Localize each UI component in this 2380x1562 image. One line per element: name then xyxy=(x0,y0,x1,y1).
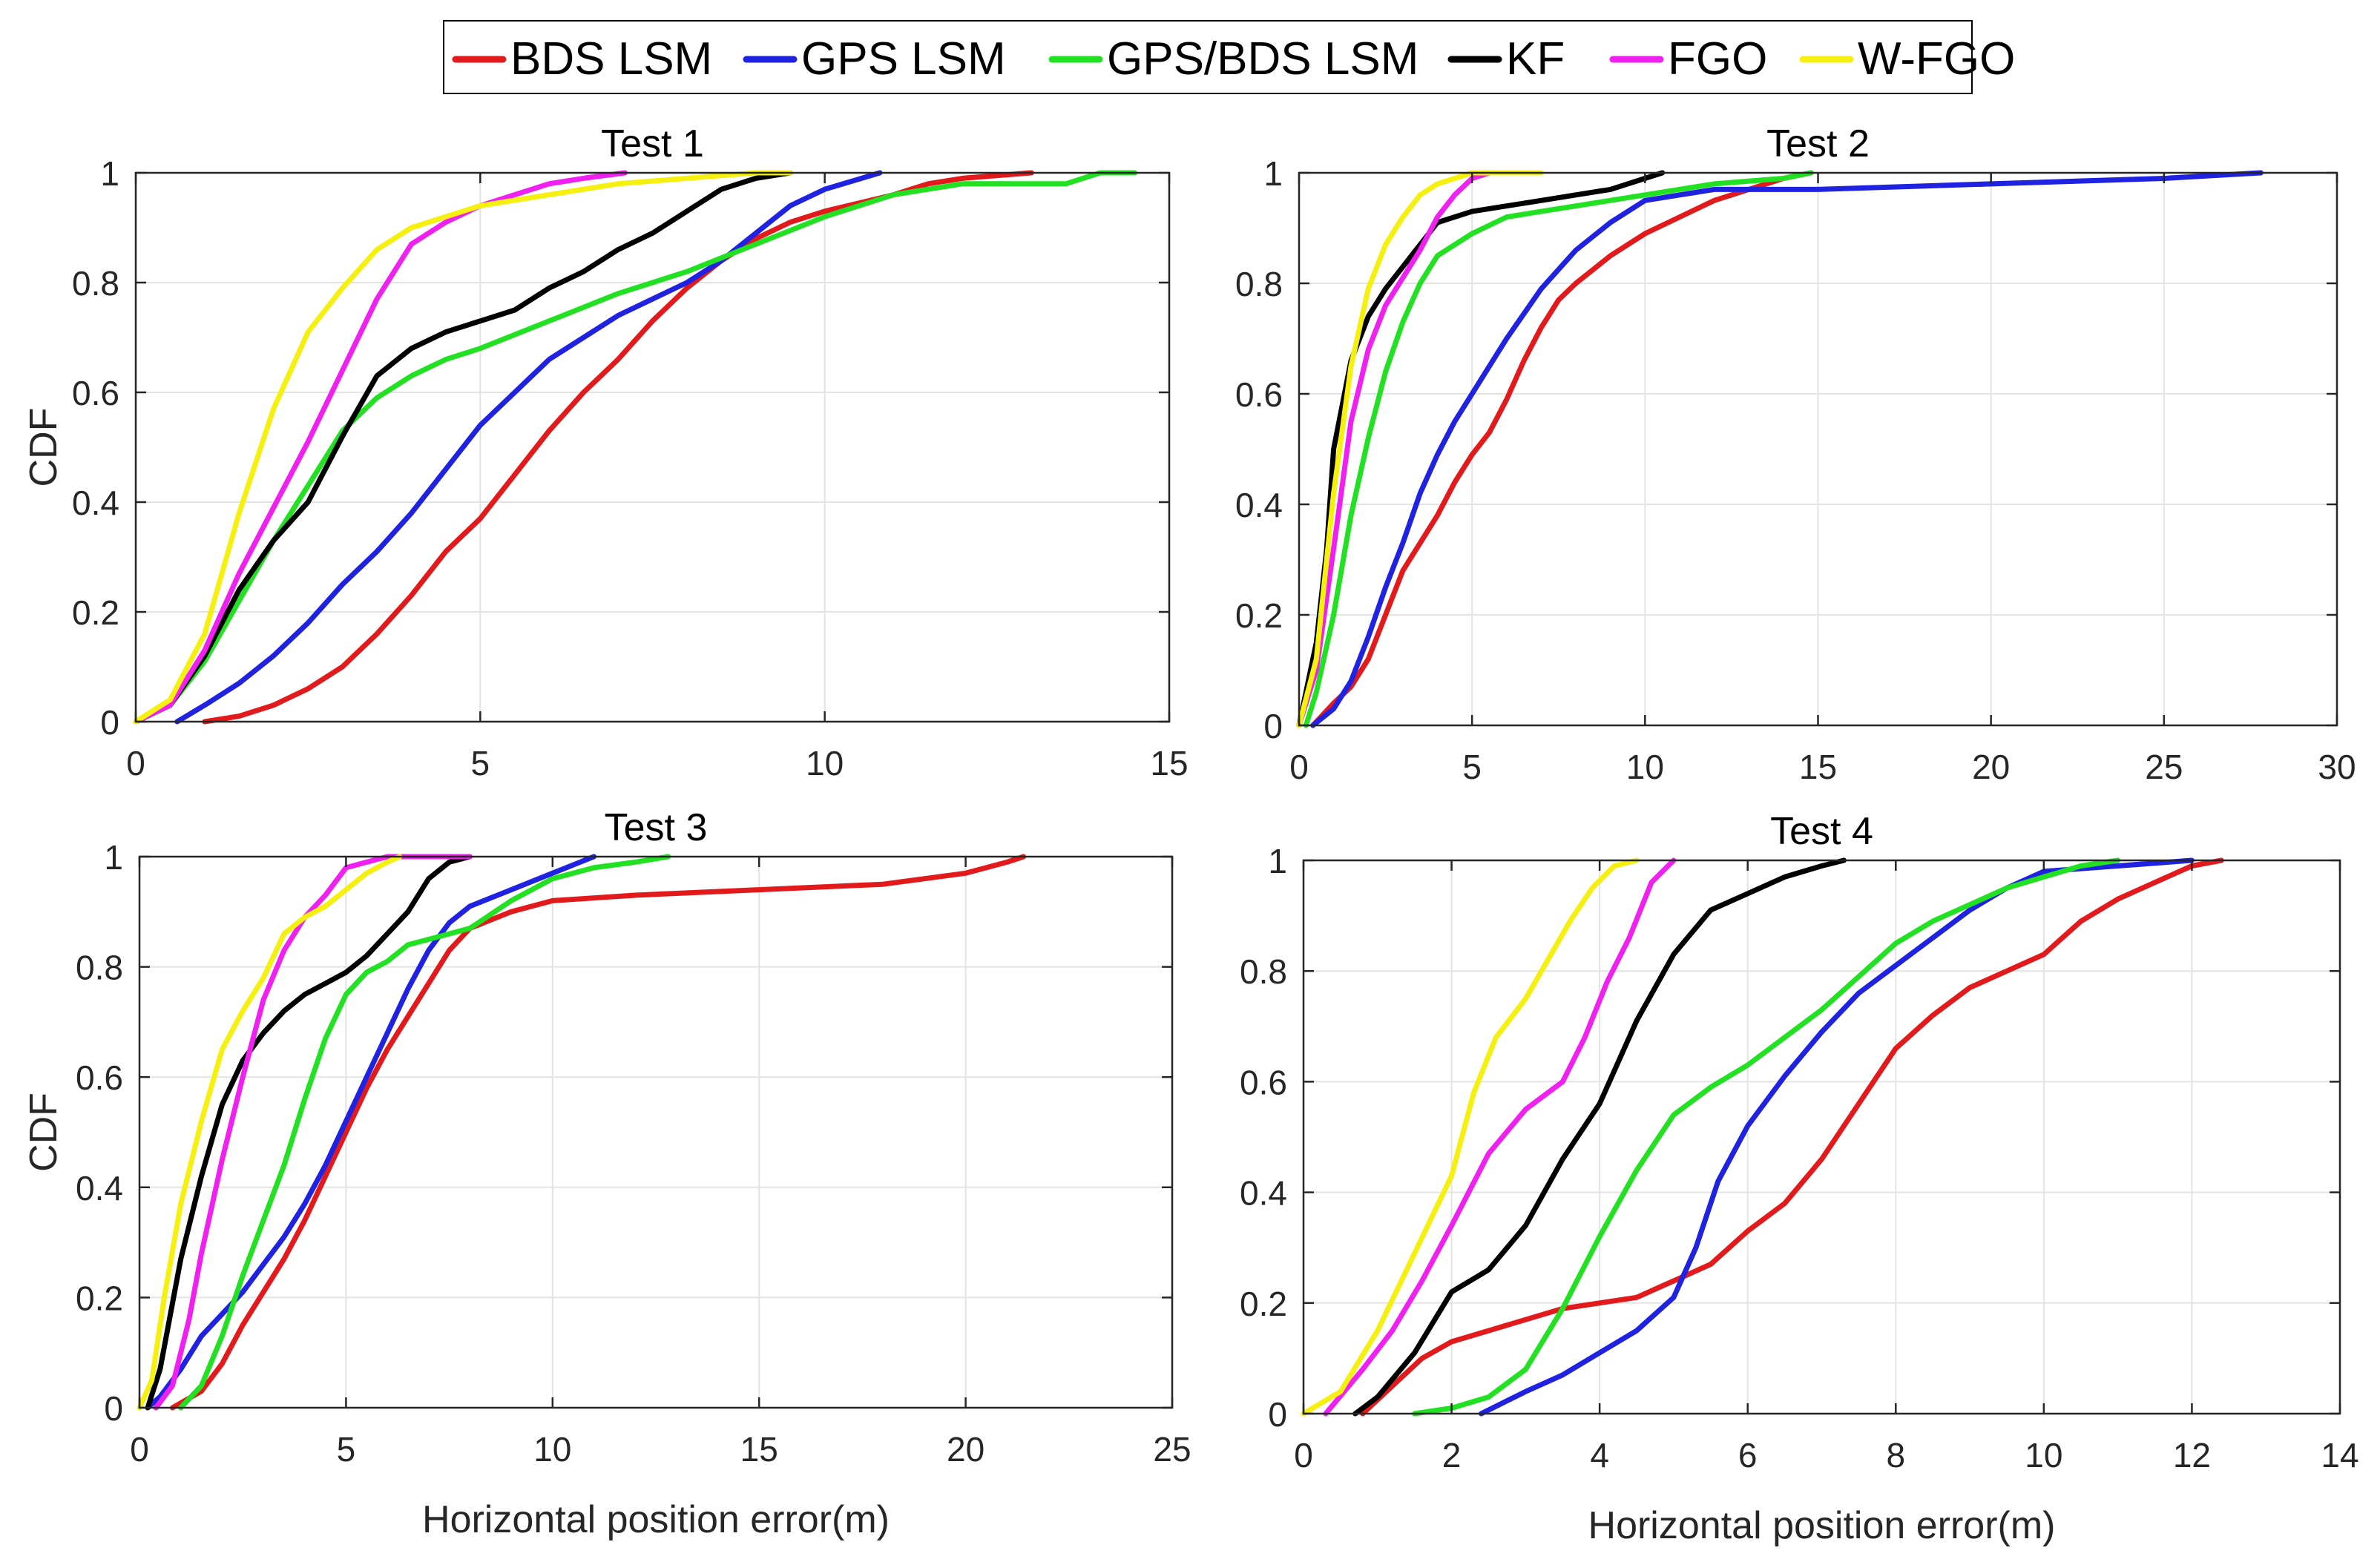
axes-frame xyxy=(134,171,1171,723)
x-tick-label: 10 xyxy=(2025,1436,2062,1474)
subplot-test-2: 0 5 10 15 20 25 30 0 0.2 0.4 0.6 0.8 1 Test 2 xyxy=(1235,122,2356,786)
x-tick-label: 0 xyxy=(126,744,145,782)
series-line-kf xyxy=(133,170,793,725)
y-tick-label: 1 xyxy=(1263,154,1283,193)
x-tick-label: 8 xyxy=(1886,1436,1905,1474)
subplot-test-4: 0 2 4 6 8 10 12 14 0 0.2 0.4 0.6 0.8 1 Test 4 Horizonta… xyxy=(1240,810,2359,1547)
series-line-w-fgo xyxy=(133,170,793,725)
y-tick-label: 0.4 xyxy=(1235,486,1283,524)
axes-frame xyxy=(138,855,1174,1409)
y-tick-label: 0 xyxy=(1263,707,1283,745)
legend-label-2: GPS/BDS LSM xyxy=(1107,33,1419,85)
plot-area xyxy=(1304,860,2340,1414)
series-line-bds-lsm xyxy=(1360,857,2224,1417)
axes-frame xyxy=(1302,859,2341,1415)
series-line-gps-bds-lsm xyxy=(178,854,671,1411)
x-tick-label: 25 xyxy=(1153,1430,1191,1469)
y-tick-label: 0.8 xyxy=(1240,952,1287,991)
y-tick-label: 0.6 xyxy=(1240,1063,1287,1101)
x-tick-label: 12 xyxy=(2173,1436,2211,1474)
series-line-gps-lsm xyxy=(145,854,596,1411)
x-tick-label: 10 xyxy=(806,744,844,782)
series-line-w-fgo xyxy=(1296,170,1544,728)
series-line-fgo xyxy=(1323,857,1677,1417)
x-tick-label: 14 xyxy=(2321,1436,2358,1474)
x-tick-label: 15 xyxy=(1799,748,1837,786)
x-axis-label: Horizontal position error(m) xyxy=(422,1498,890,1541)
x-tick-label: 0 xyxy=(1289,748,1309,786)
x-tick-label: 5 xyxy=(471,744,490,782)
legend-label-1: GPS LSM xyxy=(801,33,1006,85)
y-tick-label: 0.2 xyxy=(1240,1285,1287,1323)
x-tick-label: 30 xyxy=(2318,748,2356,786)
subplot-title: Test 2 xyxy=(1766,122,1870,165)
x-tick-label: 20 xyxy=(1972,748,2010,786)
series-line-gps-bds-lsm xyxy=(133,170,1138,725)
y-tick-label: 0.8 xyxy=(76,949,123,987)
y-tick-label: 0 xyxy=(1268,1395,1287,1434)
y-tick-label: 1 xyxy=(100,154,119,193)
y-axis-label: CDF xyxy=(22,1093,65,1172)
legend-label-3: KF xyxy=(1506,33,1565,85)
series-line-kf xyxy=(145,854,473,1411)
subplot-title: Test 1 xyxy=(601,122,704,165)
x-tick-label: 5 xyxy=(337,1430,356,1469)
y-axis-label: CDF xyxy=(22,408,65,487)
y-tick-label: 0 xyxy=(104,1389,123,1428)
x-tick-label: 15 xyxy=(1150,744,1188,782)
series-line-gps-bds-lsm xyxy=(1412,857,2121,1417)
y-tick-label: 0 xyxy=(100,703,119,742)
plot-area xyxy=(139,857,1172,1408)
subplot-title: Test 4 xyxy=(1770,810,1873,853)
series-line-gps-lsm xyxy=(1310,170,2264,728)
x-tick-label: 10 xyxy=(1626,748,1664,786)
y-tick-label: 0.8 xyxy=(1235,265,1283,303)
x-tick-label: 6 xyxy=(1738,1436,1758,1474)
x-tick-label: 10 xyxy=(533,1430,571,1469)
y-tick-label: 0.2 xyxy=(1235,596,1283,635)
subplot-title: Test 3 xyxy=(605,806,708,849)
y-tick-label: 0.4 xyxy=(72,484,119,522)
y-tick-label: 0.4 xyxy=(76,1169,123,1207)
y-tick-label: 0.2 xyxy=(72,593,119,632)
series-line-bds-lsm xyxy=(1310,170,1814,728)
y-tick-label: 0.4 xyxy=(1240,1174,1287,1213)
x-tick-label: 25 xyxy=(2145,748,2183,786)
y-tick-label: 1 xyxy=(1268,842,1287,880)
series-line-bds-lsm xyxy=(170,854,1027,1411)
series-line-gps-bds-lsm xyxy=(1303,170,1814,728)
x-tick-label: 0 xyxy=(1294,1436,1313,1474)
series-line-bds-lsm xyxy=(202,170,1034,725)
subplot-test-3: 0 5 10 15 20 25 0 0.2 0.4 0.6 0.8 1 Test 3 CDF Horizon… xyxy=(22,806,1191,1541)
series-line-fgo xyxy=(133,170,628,725)
y-tick-label: 0.6 xyxy=(1235,375,1283,414)
legend-box xyxy=(443,20,1973,94)
series-line-w-fgo xyxy=(1301,857,1640,1417)
series-line-w-fgo xyxy=(137,854,403,1411)
x-tick-label: 5 xyxy=(1462,748,1482,786)
y-tick-label: 0.6 xyxy=(76,1058,123,1097)
subplot-test-1: 0 5 10 15 0 0.2 0.4 0.6 0.8 1 Test 1 CDF xyxy=(22,122,1189,782)
x-tick-label: 2 xyxy=(1442,1436,1462,1474)
series-line-gps-lsm xyxy=(174,170,883,725)
legend-label-4: FGO xyxy=(1668,33,1767,85)
x-tick-label: 15 xyxy=(740,1430,778,1469)
y-tick-label: 0.2 xyxy=(76,1279,123,1317)
y-tick-label: 1 xyxy=(104,838,123,877)
series-line-kf xyxy=(1352,857,1847,1417)
x-tick-label: 20 xyxy=(947,1430,984,1469)
series-line-fgo xyxy=(153,854,473,1411)
series-line-fgo xyxy=(1296,170,1492,728)
legend-label-0: BDS LSM xyxy=(510,33,712,85)
x-tick-label: 4 xyxy=(1590,1436,1609,1474)
x-axis-label: Horizontal position error(m) xyxy=(1588,1504,2056,1547)
legend: BDS LSM GPS LSM GPS/BDS LSM KF FGO W-FGO xyxy=(443,20,2015,94)
legend-label-5: W-FGO xyxy=(1858,33,2015,85)
x-tick-label: 0 xyxy=(130,1430,149,1469)
y-tick-label: 0.8 xyxy=(72,264,119,303)
y-tick-label: 0.6 xyxy=(72,374,119,412)
